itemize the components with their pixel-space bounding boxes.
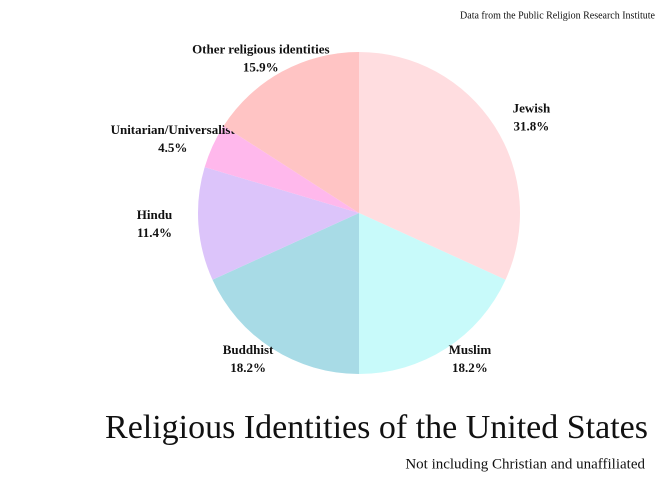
source-note: Data from the Public Religion Research I… [460,10,656,21]
slice-value-label: 15.9% [243,59,279,74]
pie-slice [359,52,520,280]
slice-label: Muslim [449,342,492,357]
slice-label: Unitarian/Universalist [111,122,236,137]
pie-slice [198,167,359,280]
slice-value-label: 18.2% [230,360,266,375]
slice-value-label: 18.2% [452,360,488,375]
pie-slice [204,125,359,213]
slice-label: Hindu [137,207,172,222]
slice-label: Jewish [513,100,551,115]
chart-subtitle: Not including Christian and unaffiliated [405,456,645,472]
slice-label: Other religious identities [192,41,329,56]
slice-value-label: 31.8% [514,118,550,133]
pie-slice [212,213,359,374]
slice-value-label: 11.4% [137,225,172,240]
slice-value-label: 4.5% [158,140,187,155]
slice-label: Buddhist [223,342,274,357]
pie-slice [223,52,359,213]
pie-slice [359,213,506,374]
chart-title: Religious Identities of the United State… [105,409,648,446]
